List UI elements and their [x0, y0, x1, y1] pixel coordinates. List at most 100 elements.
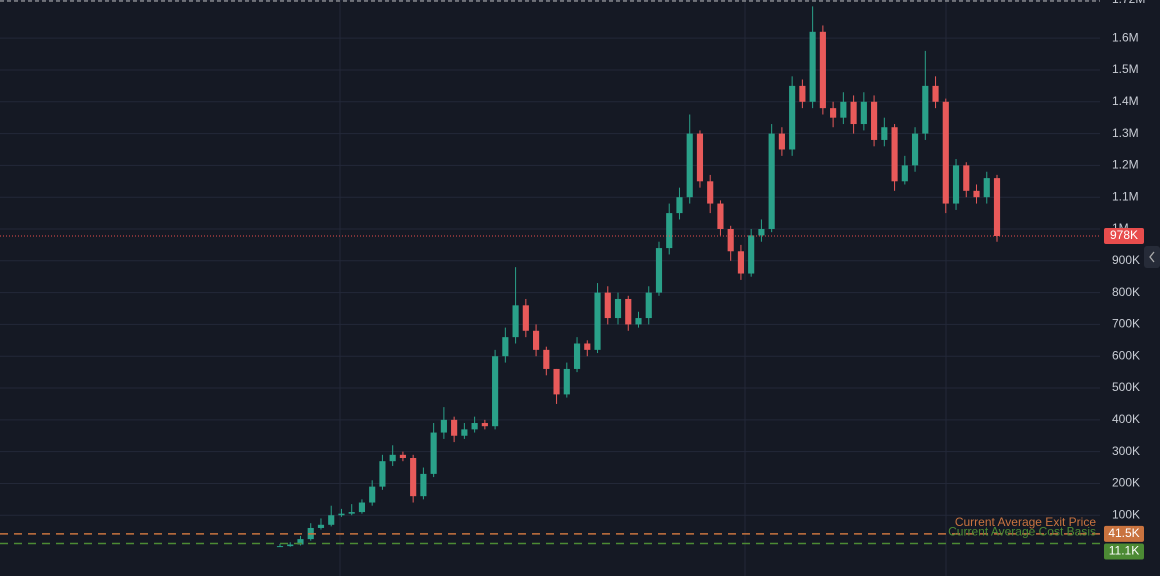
candle-body	[891, 127, 898, 182]
candle-body	[830, 108, 837, 118]
candle-body	[666, 213, 673, 249]
candle-body	[717, 203, 724, 230]
candle-body	[451, 419, 458, 436]
candle-body	[727, 229, 734, 252]
candle-body	[420, 473, 427, 497]
candle-body	[430, 432, 437, 474]
y-tick-label: 1.2M	[1112, 158, 1139, 172]
y-tick-label: 1.3M	[1112, 126, 1139, 140]
candle-body	[522, 305, 529, 331]
y-tick-label: 700K	[1112, 317, 1140, 331]
candle-body	[850, 101, 857, 125]
y-tick-label: 200K	[1112, 476, 1140, 490]
candle-body	[379, 461, 386, 487]
candle-body	[614, 298, 622, 319]
y-tick-label: 1.1M	[1112, 189, 1139, 203]
candle-body	[799, 85, 806, 102]
candle-body	[328, 515, 335, 525]
candle-body	[860, 101, 867, 125]
candle-body	[594, 292, 601, 350]
candle-body	[287, 544, 294, 547]
price-line-value: 11.1K	[1109, 544, 1139, 558]
candle-body	[573, 343, 581, 369]
collapse-button[interactable]	[1144, 246, 1160, 268]
candle-body	[461, 429, 468, 436]
price-line-label: Current Average Cost Basis	[948, 525, 1096, 539]
y-tick-label: 1.72M	[1112, 0, 1145, 6]
candle-body	[676, 197, 683, 214]
candle-body	[819, 31, 826, 109]
y-tick-label: 1.6M	[1112, 30, 1139, 44]
candle-body	[737, 251, 745, 274]
candle-body	[778, 133, 785, 150]
price-line-label: Current Average Exit Price	[955, 515, 1097, 529]
candle-body	[758, 229, 765, 236]
candle-body	[348, 512, 355, 514]
candle-body	[932, 85, 939, 102]
candle-body	[983, 178, 990, 198]
candle-body	[553, 368, 560, 395]
current-price-value: 978K	[1110, 228, 1138, 242]
candle-body	[389, 454, 396, 462]
candle-body	[399, 454, 406, 459]
candle-body	[297, 539, 304, 545]
current-price-tag	[1104, 227, 1144, 244]
y-tick-label: 300K	[1112, 444, 1140, 458]
y-tick-label: 900K	[1112, 253, 1140, 267]
candle-body	[338, 513, 345, 516]
candle-body	[471, 423, 478, 430]
price-line-tag	[1104, 543, 1144, 560]
y-tick-label: 1.4M	[1112, 94, 1139, 108]
candle-body	[604, 292, 611, 319]
candle-body	[809, 31, 816, 102]
plot: 100K200K300K400K500K600K700K800K900K1M1.…	[0, 0, 1145, 560]
candle-body	[655, 248, 663, 293]
candle-body	[901, 165, 908, 182]
candle-body	[922, 85, 929, 134]
candle-body	[911, 133, 919, 166]
collapse-icon	[1149, 251, 1155, 263]
candle-body	[635, 318, 642, 325]
candle-body	[410, 458, 417, 497]
y-tick-label: 500K	[1112, 380, 1140, 394]
candle-body	[512, 305, 519, 338]
y-tick-label: 400K	[1112, 412, 1140, 426]
candle-body	[440, 419, 447, 433]
y-tick-label: 600K	[1112, 348, 1140, 362]
candle-body	[563, 368, 570, 395]
candle-body	[942, 101, 949, 204]
y-tick-label: 1.5M	[1112, 62, 1139, 76]
candle-body	[696, 133, 704, 182]
candle-body	[645, 292, 652, 319]
candle-body	[369, 486, 376, 503]
candle-body	[317, 524, 325, 528]
candle-body	[789, 85, 796, 150]
candle-body	[502, 337, 509, 357]
candle-body	[543, 349, 550, 369]
candle-body	[481, 423, 488, 427]
candle-body	[952, 165, 960, 204]
y-tick-label: 100K	[1112, 507, 1140, 521]
candle-body	[871, 101, 878, 140]
candle-body	[840, 101, 847, 118]
candle-body	[881, 127, 888, 140]
candle-body	[492, 356, 499, 427]
candle-body	[707, 181, 714, 204]
price-line-tag	[1104, 525, 1144, 542]
y-tick-label: 800K	[1112, 285, 1140, 299]
candle-body	[768, 133, 775, 230]
candle-body	[584, 343, 591, 350]
candle-body	[963, 165, 970, 191]
candle-body	[532, 330, 540, 350]
candle-body	[625, 298, 632, 325]
candle-body	[358, 502, 366, 513]
candle-body	[276, 546, 284, 548]
candle-body	[748, 235, 755, 274]
candle-body	[686, 133, 693, 198]
price-line-value: 41.5K	[1108, 526, 1139, 540]
candle-body	[973, 190, 980, 198]
candle-body	[993, 178, 1001, 236]
